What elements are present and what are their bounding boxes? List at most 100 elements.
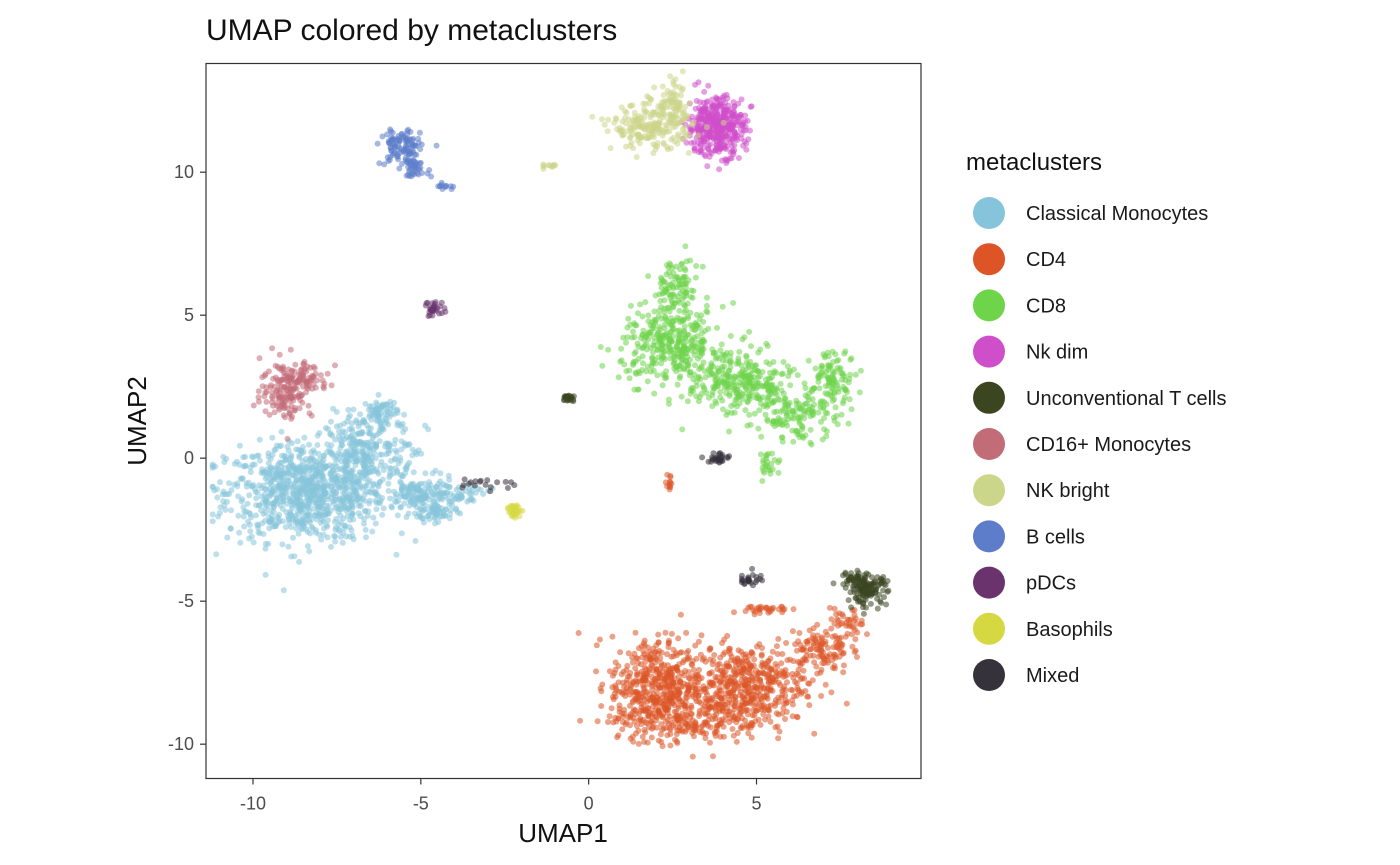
data-point — [776, 728, 783, 735]
data-point — [645, 713, 652, 720]
data-point — [246, 492, 253, 499]
data-point — [695, 132, 702, 139]
data-point — [702, 721, 709, 728]
data-point — [725, 384, 732, 390]
data-point — [789, 671, 796, 677]
data-point — [299, 526, 306, 533]
series-cd8 — [597, 243, 864, 484]
data-point — [352, 446, 358, 452]
data-point — [757, 678, 764, 685]
data-point — [617, 649, 624, 656]
data-point — [773, 391, 780, 398]
data-point — [387, 472, 394, 479]
data-point — [739, 693, 746, 699]
data-point — [688, 341, 695, 348]
data-point — [328, 382, 335, 389]
data-point — [615, 374, 622, 381]
data-point — [700, 686, 707, 693]
data-point — [843, 578, 850, 585]
data-point — [398, 493, 405, 500]
data-point — [672, 736, 678, 743]
data-point — [417, 505, 423, 512]
data-point — [300, 444, 306, 450]
data-point — [720, 701, 727, 708]
data-point — [662, 121, 669, 128]
data-point — [784, 679, 790, 686]
data-point — [824, 410, 831, 417]
data-point — [682, 289, 689, 296]
data-point — [681, 309, 688, 316]
data-point — [334, 504, 340, 511]
data-point — [675, 297, 682, 304]
data-point — [802, 401, 809, 407]
plot-panel — [205, 62, 922, 780]
data-point — [679, 345, 686, 352]
data-point — [362, 507, 369, 514]
data-point — [688, 711, 695, 718]
data-point — [679, 68, 686, 75]
data-point — [396, 165, 403, 172]
data-point — [663, 271, 670, 278]
data-point — [661, 356, 668, 363]
data-point — [836, 366, 843, 373]
data-point — [396, 137, 403, 144]
data-point — [263, 486, 270, 493]
data-point — [288, 524, 294, 530]
data-point — [633, 672, 640, 679]
data-point — [306, 410, 313, 417]
data-point — [666, 91, 672, 98]
data-point — [658, 660, 665, 667]
data-point — [712, 117, 719, 124]
data-point — [709, 96, 716, 103]
data-point — [611, 119, 618, 126]
data-point — [770, 418, 777, 425]
data-point — [641, 738, 648, 745]
data-point — [665, 97, 672, 104]
data-point — [775, 711, 782, 718]
data-point — [337, 496, 344, 503]
data-point — [689, 121, 695, 128]
data-point — [378, 458, 385, 465]
data-point — [704, 163, 711, 170]
data-point — [451, 496, 458, 503]
data-point — [612, 666, 619, 673]
data-point — [371, 468, 378, 475]
data-point — [807, 426, 814, 433]
data-point — [718, 695, 725, 702]
data-point — [753, 362, 760, 369]
data-point — [761, 382, 768, 389]
data-point — [240, 504, 247, 511]
data-point — [816, 385, 823, 392]
data-point — [343, 463, 350, 470]
data-point — [812, 636, 819, 643]
data-point — [275, 483, 282, 489]
data-point — [707, 739, 713, 746]
data-point — [835, 641, 842, 647]
data-point — [688, 287, 695, 294]
data-point — [709, 346, 716, 353]
data-point — [694, 322, 701, 329]
data-point — [599, 362, 606, 369]
data-point — [432, 467, 439, 474]
data-point — [675, 281, 682, 288]
data-point — [801, 675, 808, 682]
data-point — [612, 659, 619, 666]
data-point — [320, 385, 327, 392]
data-point — [269, 434, 276, 441]
data-point — [308, 376, 315, 383]
data-point — [616, 128, 623, 135]
data-point — [625, 315, 632, 322]
data-point — [665, 264, 672, 271]
data-point — [401, 411, 408, 418]
data-point — [333, 408, 340, 415]
data-point — [263, 398, 270, 405]
data-point — [676, 727, 683, 734]
data-point — [379, 133, 386, 140]
data-point — [321, 453, 327, 459]
data-point — [639, 313, 646, 320]
data-point — [255, 529, 262, 536]
data-point — [255, 394, 262, 401]
data-point — [678, 261, 685, 268]
data-point — [285, 375, 292, 381]
data-point — [885, 587, 892, 594]
